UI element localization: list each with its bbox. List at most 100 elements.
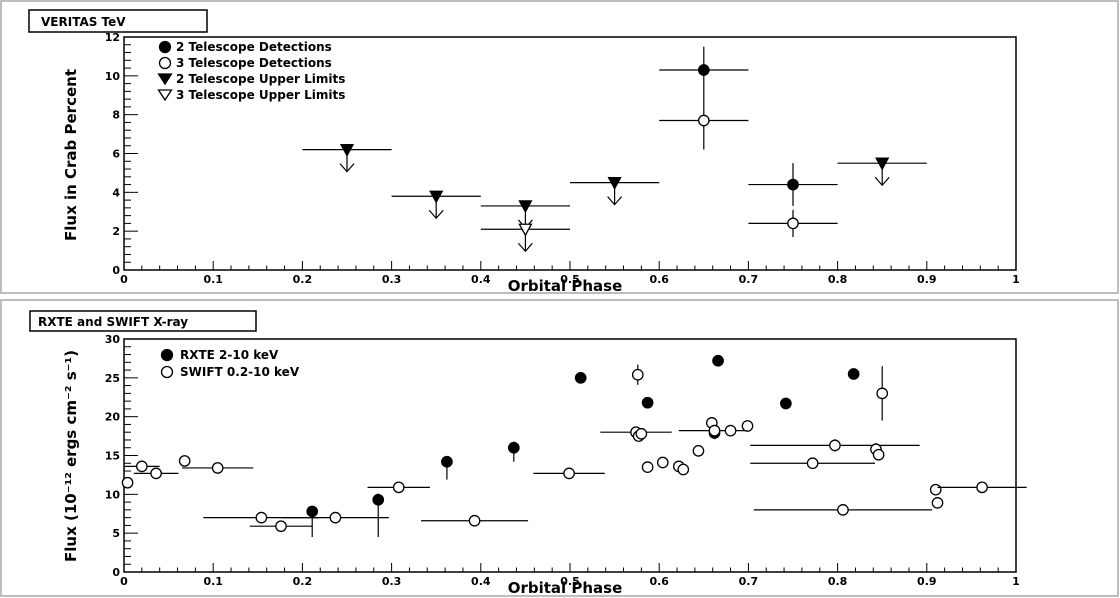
data-point <box>937 481 1027 494</box>
data-point <box>302 143 392 173</box>
marker <box>507 441 520 454</box>
data-point <box>441 455 453 480</box>
marker <box>872 448 885 461</box>
marker <box>178 455 191 467</box>
legend: 2 Telescope Detections 3 Telescope Detec… <box>157 40 345 102</box>
marker <box>697 64 710 76</box>
marker <box>635 427 648 440</box>
x-tick-label: 1 <box>1012 575 1020 588</box>
data-point <box>133 467 179 480</box>
data-point <box>659 91 749 150</box>
data-point <box>507 441 520 462</box>
axes-ticks: 0 0.1 0.2 0.3 0.4 0.5 0.6 0.7 0.8 0.9 105101520253… <box>105 333 1020 588</box>
chart-title-box <box>28 9 208 33</box>
x-tick-label: 0.9 <box>917 273 937 286</box>
data-point <box>281 511 389 524</box>
legend-item-rxte: RXTE 2-10 keV <box>160 348 279 362</box>
data-point <box>750 439 920 452</box>
y-axis-title: Flux (10⁻¹² ergs cm⁻² s⁻¹) <box>62 350 80 562</box>
data-point <box>480 223 570 253</box>
data-point <box>178 455 191 467</box>
data-point <box>678 424 751 437</box>
data-point <box>570 176 660 206</box>
data-point <box>741 420 754 432</box>
marker <box>724 424 737 437</box>
legend-label: 2 Telescope Detections <box>176 40 332 54</box>
marker <box>518 223 533 237</box>
x-tick-label: 0.7 <box>739 273 759 286</box>
data-point <box>780 397 792 410</box>
marker <box>741 420 754 432</box>
legend-label: 2 Telescope Upper Limits <box>176 72 345 86</box>
upper-limit-arrowhead <box>339 163 355 173</box>
marker <box>708 424 721 437</box>
marker <box>847 368 860 380</box>
x-tick-label: 1 <box>1012 273 1020 286</box>
legend-label: SWIFT 0.2-10 keV <box>180 365 300 379</box>
legend-item-3-telescope-detections: 3 Telescope Detections <box>158 56 332 70</box>
upper-limit-arrowhead <box>874 176 890 187</box>
marker <box>574 371 587 384</box>
marker <box>372 493 385 506</box>
data-point <box>631 364 644 385</box>
legend-label: 3 Telescope Detections <box>176 56 332 70</box>
data-point <box>753 504 933 516</box>
chart-title: VERITAS TeV <box>41 15 126 29</box>
y-tick-label: 10 <box>105 488 121 501</box>
legend-item-3-telescope-upper-limits: 3 Telescope Upper Limits <box>157 88 345 102</box>
upper-limit-arrowhead <box>607 196 623 206</box>
data-point <box>574 371 587 384</box>
series <box>480 223 570 253</box>
x-tick-label: 0.2 <box>293 575 313 588</box>
data-point <box>750 457 876 470</box>
x-tick-label: 0.9 <box>917 575 937 588</box>
data-point <box>677 463 690 476</box>
veritas-panel: VERITAS TeV Orbital Phase Flux in Crab P… <box>0 0 1119 295</box>
y-axis-title: Flux in Crab Percent <box>62 69 80 241</box>
x-tick-label: 0.8 <box>828 273 848 286</box>
legend-item-swift: SWIFT 0.2-10 keV <box>160 365 300 379</box>
marker <box>787 178 799 191</box>
legend-marker <box>157 89 173 102</box>
y-tick-label: 5 <box>112 527 120 540</box>
data-point <box>748 163 838 206</box>
data-point <box>659 46 749 92</box>
x-axis-title: Orbital Phase <box>508 579 623 597</box>
data-point <box>931 497 944 509</box>
y-tick-label: 10 <box>105 70 121 83</box>
x-tick-label: 0.3 <box>382 575 402 588</box>
y-tick-label: 4 <box>112 186 120 199</box>
y-tick-label: 0 <box>112 264 120 277</box>
data-point <box>692 444 705 457</box>
series <box>306 354 860 538</box>
x-tick-label: 0.4 <box>471 575 491 588</box>
upper-limit-arrowhead <box>428 209 444 220</box>
marker <box>429 190 444 204</box>
data-point <box>837 157 927 187</box>
legend-marker <box>160 348 174 362</box>
marker <box>677 463 690 476</box>
marker <box>692 444 705 457</box>
y-tick-label: 25 <box>105 372 120 385</box>
marker <box>121 476 134 489</box>
y-tick-label: 8 <box>112 109 120 122</box>
chart-title: RXTE and SWIFT X-ray <box>38 315 188 329</box>
marker <box>697 114 710 127</box>
y-tick-label: 0 <box>112 566 120 579</box>
data-point <box>249 520 313 533</box>
data-marks <box>302 46 927 253</box>
marker <box>875 157 890 171</box>
marker <box>306 505 319 518</box>
data-point <box>641 461 654 473</box>
data-marks <box>121 354 1027 538</box>
x-tick-label: 0.2 <box>293 273 313 286</box>
legend-item-2-telescope-upper-limits: 2 Telescope Upper Limits <box>157 72 345 86</box>
marker <box>931 497 944 509</box>
data-point <box>367 481 430 494</box>
marker <box>656 456 669 469</box>
marker <box>392 481 405 494</box>
y-tick-label: 15 <box>105 450 120 463</box>
x-tick-label: 0.3 <box>382 273 402 286</box>
series <box>659 46 838 206</box>
